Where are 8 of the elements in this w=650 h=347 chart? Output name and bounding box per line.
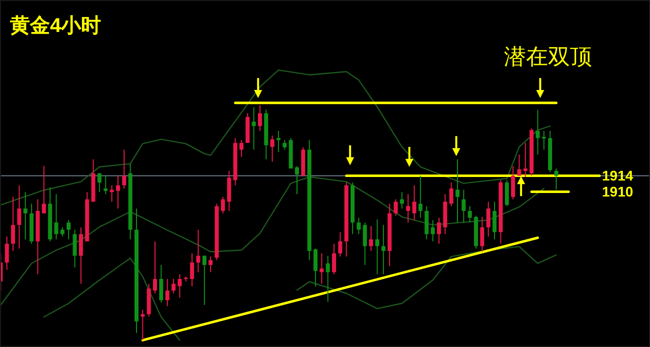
line-series [43,258,180,341]
line-series [0,176,545,306]
annotation: 潜在双顶 [504,44,592,69]
line-series [0,69,551,206]
y-tick-label: 1914 [602,168,634,184]
text: 黄金4小时 [9,15,102,37]
line-series [296,246,557,310]
y-tick-label: 1910 [602,184,634,200]
